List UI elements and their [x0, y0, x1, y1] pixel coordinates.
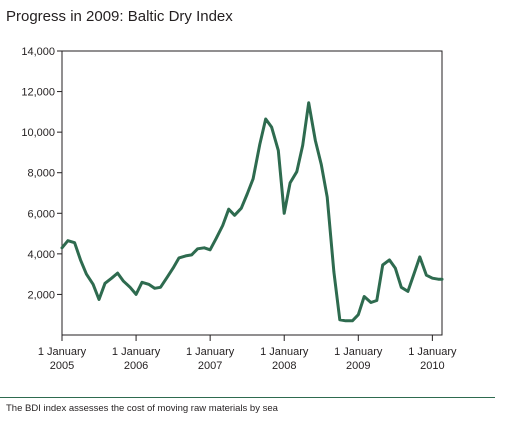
x-tick-label-line1: 1 January — [334, 346, 383, 358]
y-tick-label: 4,000 — [27, 249, 55, 261]
x-tick-label-line1: 1 January — [112, 346, 161, 358]
series-line — [60, 101, 444, 323]
chart-title: Progress in 2009: Baltic Dry Index — [6, 8, 233, 25]
chart-caption: The BDI index assesses the cost of movin… — [6, 403, 278, 414]
y-axis: 2,000 4,000 6,000 8,000 10,000 12,000 14,000 — [21, 46, 62, 301]
x-axis: 1 January 2005 1 January 2006 1 January 2007 1… — [38, 335, 457, 372]
y-tick-label: 2,000 — [27, 289, 55, 301]
line-chart: 2,000 4,000 6,000 8,000 10,000 12,000 14,000 1… — [21, 46, 457, 372]
y-tick-label: 14,000 — [21, 46, 55, 58]
y-tick-label: 10,000 — [21, 127, 55, 139]
plot-area-frame — [61, 50, 443, 336]
y-tick-label: 8,000 — [27, 168, 55, 180]
x-tick-label-line2: 2010 — [420, 360, 444, 372]
x-tick-label-line2: 2007 — [198, 360, 222, 372]
x-tick-label-line1: 1 January — [408, 346, 457, 358]
y-tick-label: 6,000 — [27, 208, 55, 220]
x-tick-label-line2: 2005 — [50, 360, 74, 372]
x-tick-label-line2: 2009 — [346, 360, 370, 372]
x-tick-label-line1: 1 January — [186, 346, 235, 358]
y-tick-label: 12,000 — [21, 87, 55, 99]
x-tick-label-line1: 1 January — [260, 346, 309, 358]
footer-divider — [0, 397, 495, 398]
x-tick-label-line1: 1 January — [38, 346, 87, 358]
x-tick-label-line2: 2006 — [124, 360, 148, 372]
x-tick-label-line2: 2008 — [272, 360, 296, 372]
